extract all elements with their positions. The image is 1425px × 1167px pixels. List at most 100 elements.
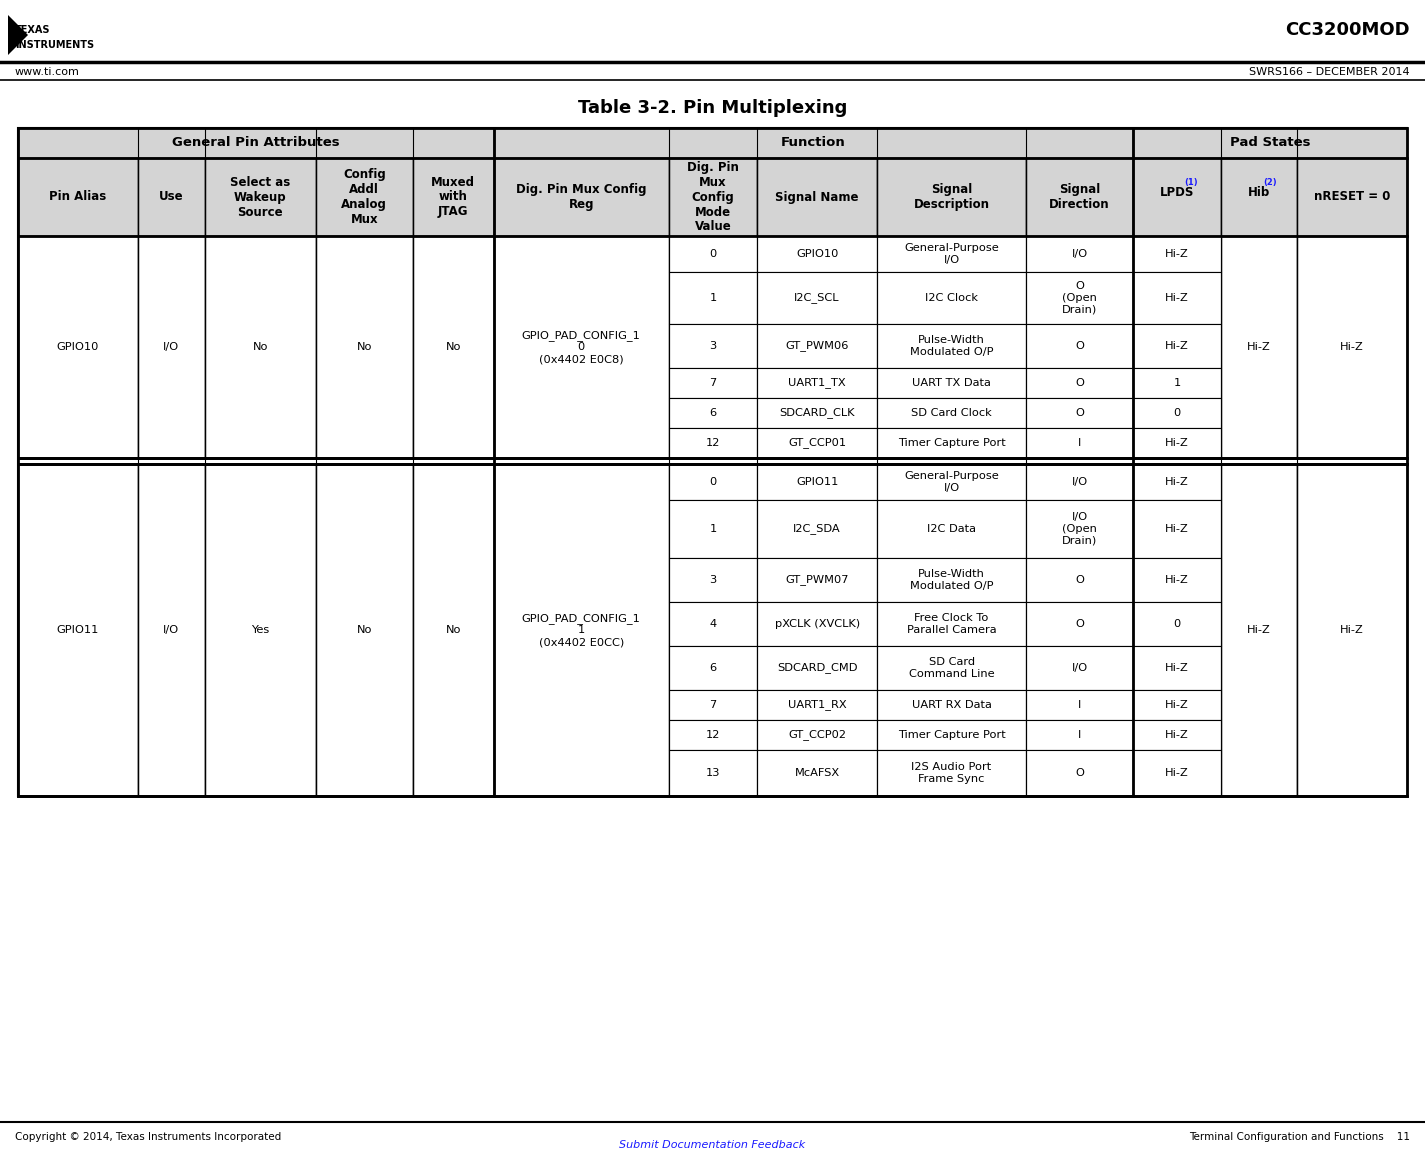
Bar <box>1221 158 1297 236</box>
Text: Signal
Description: Signal Description <box>913 183 989 211</box>
Bar <box>757 602 876 647</box>
Text: Hi-Z: Hi-Z <box>1166 575 1188 585</box>
Bar <box>876 558 1026 602</box>
Bar <box>1133 464 1221 499</box>
Bar <box>138 158 205 236</box>
Bar <box>1221 236 1297 457</box>
Bar <box>315 158 413 236</box>
Bar <box>757 464 876 499</box>
Bar <box>876 647 1026 690</box>
Bar <box>876 272 1026 324</box>
Bar <box>413 236 493 457</box>
Bar <box>1026 602 1133 647</box>
Bar <box>315 236 413 457</box>
Bar <box>1297 464 1406 796</box>
Text: GPIO10: GPIO10 <box>797 249 838 259</box>
Text: Pin Alias: Pin Alias <box>48 190 107 203</box>
Bar <box>1297 236 1406 457</box>
Text: pXCLK (XVCLK): pXCLK (XVCLK) <box>775 619 859 629</box>
Bar <box>668 750 757 796</box>
Bar <box>1026 398 1133 428</box>
Bar <box>493 236 668 457</box>
Bar <box>668 428 757 457</box>
Text: General-Purpose
I/O: General-Purpose I/O <box>905 471 999 492</box>
Bar <box>1133 128 1406 158</box>
Text: I/O: I/O <box>164 342 180 352</box>
Bar <box>1026 368 1133 398</box>
Text: Timer Capture Port: Timer Capture Port <box>898 731 1006 740</box>
Text: 0: 0 <box>710 477 717 487</box>
Text: Hi-Z: Hi-Z <box>1166 663 1188 673</box>
Bar <box>1133 750 1221 796</box>
Text: SWRS166 – DECEMBER 2014: SWRS166 – DECEMBER 2014 <box>1250 67 1409 77</box>
Text: Dig. Pin Mux Config
Reg: Dig. Pin Mux Config Reg <box>516 183 647 211</box>
Text: 0: 0 <box>1173 619 1181 629</box>
Bar <box>19 457 1406 464</box>
Bar <box>19 158 138 236</box>
Text: 7: 7 <box>710 378 717 387</box>
Bar <box>876 236 1026 272</box>
Text: 3: 3 <box>710 341 717 351</box>
Text: Hi-Z: Hi-Z <box>1166 768 1188 778</box>
Bar <box>876 158 1026 236</box>
Text: I/O: I/O <box>164 626 180 635</box>
Text: CC3200MOD: CC3200MOD <box>1285 21 1409 39</box>
Text: I/O: I/O <box>1072 477 1087 487</box>
Text: I2S Audio Port
Frame Sync: I2S Audio Port Frame Sync <box>912 762 992 784</box>
Text: 6: 6 <box>710 408 717 418</box>
Text: Yes: Yes <box>251 626 269 635</box>
Text: 0: 0 <box>1173 408 1181 418</box>
Bar <box>413 464 493 796</box>
Bar <box>668 499 757 558</box>
Text: Signal
Direction: Signal Direction <box>1049 183 1110 211</box>
Text: GPIO_PAD_CONFIG_1
0
(0x4402 E0C8): GPIO_PAD_CONFIG_1 0 (0x4402 E0C8) <box>522 330 641 364</box>
Bar <box>493 128 1133 158</box>
Bar <box>668 602 757 647</box>
Bar <box>1297 158 1406 236</box>
Bar <box>19 464 138 796</box>
Text: O: O <box>1074 378 1084 387</box>
Bar <box>1133 720 1221 750</box>
Bar <box>1133 428 1221 457</box>
Bar <box>19 128 1406 796</box>
Text: O: O <box>1074 408 1084 418</box>
Text: SD Card
Command Line: SD Card Command Line <box>909 657 995 679</box>
Bar <box>19 128 493 158</box>
Text: Free Clock To
Parallel Camera: Free Clock To Parallel Camera <box>906 613 996 635</box>
Bar <box>1133 602 1221 647</box>
Text: Function: Function <box>781 137 845 149</box>
Bar <box>757 324 876 368</box>
Text: GT_CCP01: GT_CCP01 <box>788 438 846 448</box>
Text: Hi-Z: Hi-Z <box>1166 341 1188 351</box>
Bar <box>1026 428 1133 457</box>
Bar <box>1133 398 1221 428</box>
Text: Terminal Configuration and Functions    11: Terminal Configuration and Functions 11 <box>1188 1132 1409 1142</box>
Bar <box>19 128 1406 796</box>
Bar <box>757 720 876 750</box>
Text: I: I <box>1077 438 1082 448</box>
Text: Muxed
with
JTAG: Muxed with JTAG <box>432 175 476 218</box>
Text: 3: 3 <box>710 575 717 585</box>
Bar <box>757 499 876 558</box>
Bar <box>757 272 876 324</box>
Text: Pulse-Width
Modulated O/P: Pulse-Width Modulated O/P <box>909 569 993 591</box>
Text: 4: 4 <box>710 619 717 629</box>
Text: GPIO10: GPIO10 <box>57 342 98 352</box>
Text: General-Purpose
I/O: General-Purpose I/O <box>905 243 999 265</box>
Text: I2C Clock: I2C Clock <box>925 293 978 303</box>
Bar <box>1221 464 1297 796</box>
Text: Hib: Hib <box>1248 187 1270 200</box>
Bar <box>668 236 757 272</box>
Bar <box>876 398 1026 428</box>
Text: Timer Capture Port: Timer Capture Port <box>898 438 1006 448</box>
Bar <box>668 690 757 720</box>
Bar <box>876 324 1026 368</box>
Bar <box>205 236 315 457</box>
Text: Hi-Z: Hi-Z <box>1166 731 1188 740</box>
Bar <box>205 158 315 236</box>
Bar <box>1133 690 1221 720</box>
Bar <box>668 158 757 236</box>
Bar <box>757 647 876 690</box>
Text: O: O <box>1074 768 1084 778</box>
Bar <box>1133 558 1221 602</box>
